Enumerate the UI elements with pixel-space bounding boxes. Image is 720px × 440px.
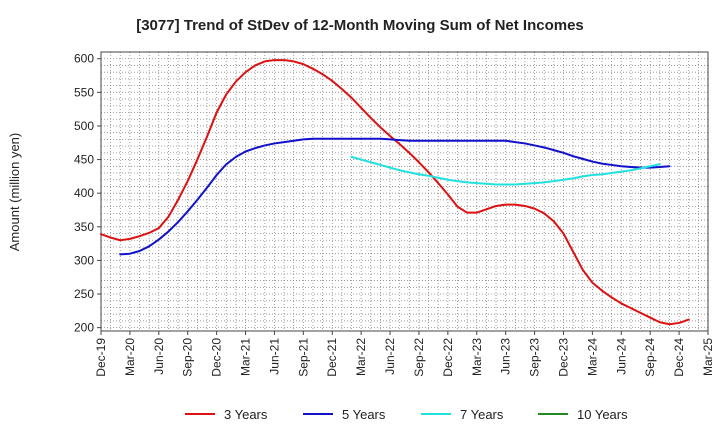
x-tick-label: Mar-21 bbox=[239, 338, 253, 376]
y-tick-label: 500 bbox=[74, 119, 94, 133]
axes: 200 250 300 350 400 450 500 550 600 Dec-19 Mar-20 J… bbox=[74, 51, 715, 377]
series-line-5-years bbox=[119, 137, 671, 256]
x-tick-label: Mar-25 bbox=[701, 338, 715, 376]
y-tick-label: 400 bbox=[74, 186, 94, 200]
legend-label: 5 Years bbox=[342, 407, 386, 422]
x-tick-label: Jun-21 bbox=[267, 338, 281, 375]
series-line-3-years bbox=[100, 59, 690, 326]
x-tick-label: Sep-22 bbox=[412, 338, 426, 377]
y-tick-label: 200 bbox=[74, 321, 94, 335]
legend: 3 Years 5 Years 7 Years 10 Years bbox=[185, 407, 628, 422]
y-tick-label: 250 bbox=[74, 287, 94, 301]
x-tick-label: Dec-21 bbox=[325, 338, 339, 377]
x-tick-label: Jun-20 bbox=[152, 338, 166, 375]
legend-label: 10 Years bbox=[577, 407, 628, 422]
x-tick-label: Dec-19 bbox=[94, 338, 108, 377]
series-line-7-years bbox=[350, 155, 661, 186]
x-tick-label: Jun-24 bbox=[614, 338, 628, 375]
legend-label: 3 Years bbox=[224, 407, 268, 422]
x-tick-label: Jun-23 bbox=[499, 338, 513, 375]
plot-frame bbox=[100, 51, 709, 332]
x-tick-label: Jun-22 bbox=[383, 338, 397, 375]
y-axis-label: Amount (million yen) bbox=[7, 133, 22, 252]
y-tick-label: 300 bbox=[74, 253, 94, 267]
grid bbox=[100, 51, 709, 331]
y-tick-label: 350 bbox=[74, 220, 94, 234]
y-tick-label: 550 bbox=[74, 85, 94, 99]
x-tick-label: Mar-20 bbox=[123, 338, 137, 376]
legend-label: 7 Years bbox=[460, 407, 504, 422]
x-tick-label: Mar-23 bbox=[470, 338, 484, 376]
y-tick-label: 450 bbox=[74, 153, 94, 167]
x-tick-label: Mar-24 bbox=[585, 338, 599, 376]
series-lines bbox=[100, 59, 690, 326]
x-tick-label: Dec-22 bbox=[441, 338, 455, 377]
x-tick-label: Dec-20 bbox=[210, 338, 224, 377]
chart-title: [3077] Trend of StDev of 12-Month Moving… bbox=[136, 17, 584, 34]
x-tick-label: Sep-20 bbox=[181, 338, 195, 377]
x-tick-label: Mar-22 bbox=[354, 338, 368, 376]
x-tick-label: Sep-21 bbox=[296, 338, 310, 377]
x-tick-label: Dec-23 bbox=[556, 338, 570, 377]
x-tick-label: Dec-24 bbox=[672, 338, 686, 377]
x-tick-label: Sep-24 bbox=[643, 338, 657, 377]
x-tick-label: Sep-23 bbox=[528, 338, 542, 377]
y-tick-label: 600 bbox=[74, 52, 94, 66]
